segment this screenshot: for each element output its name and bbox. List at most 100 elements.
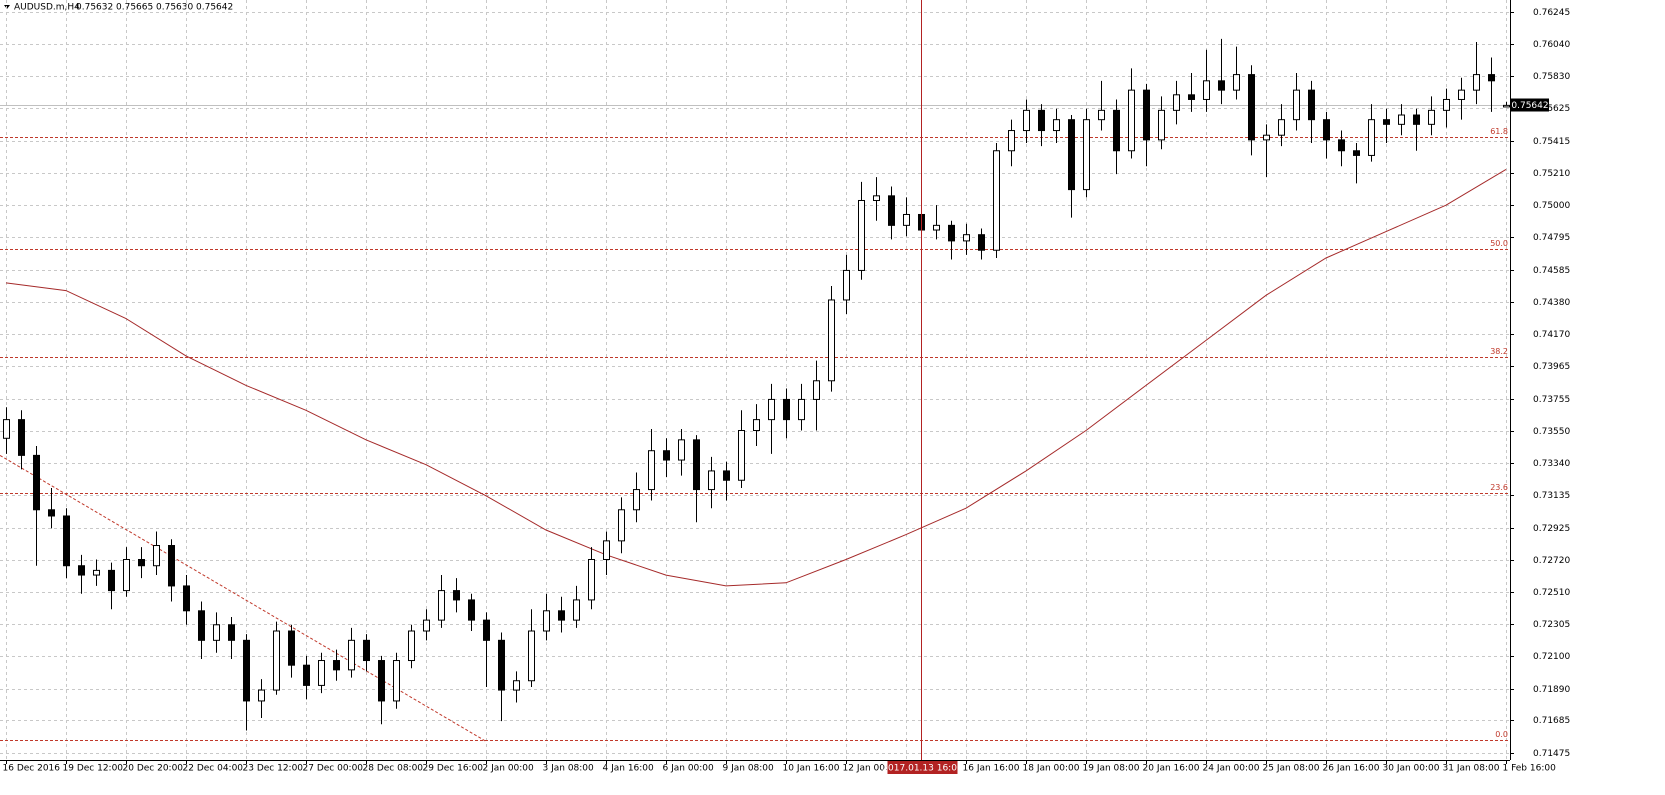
candle-body (888, 195, 895, 226)
candle-body (1443, 98, 1450, 111)
x-tick-label: 10 Jan 16:00 (783, 764, 840, 774)
candle-body (393, 660, 400, 702)
candle-body (123, 559, 130, 592)
candle-body (1473, 74, 1480, 91)
header-value: 0.75665 (116, 3, 153, 13)
candle-body (1038, 109, 1045, 132)
x-tick-label: 19 Jan 08:00 (1083, 764, 1140, 774)
candle-body (1383, 119, 1390, 125)
candle-body (1218, 80, 1225, 91)
candle-body (1323, 119, 1330, 141)
y-tick-label: 0.75210 (1533, 169, 1570, 179)
candle-body (1023, 109, 1030, 132)
candle-body (1203, 80, 1210, 100)
candle-body (1158, 109, 1165, 141)
candle-body (978, 234, 985, 251)
candle-body (1173, 94, 1180, 111)
header-value: 0.75630 (156, 3, 193, 13)
candle-body (1083, 119, 1090, 191)
candle-body (1263, 134, 1270, 141)
x-tick-label: 31 Jan 08:00 (1443, 764, 1500, 774)
fib-label: 38.2 (1490, 347, 1508, 356)
y-tick-label: 0.71475 (1533, 749, 1570, 759)
y-tick-label: 0.73135 (1533, 491, 1570, 501)
candle-body (1428, 109, 1435, 125)
y-tick-label: 0.75415 (1533, 137, 1570, 147)
candle-body (603, 540, 610, 561)
candle-body (543, 610, 550, 632)
candle-body (213, 624, 220, 641)
candle-body (108, 569, 115, 592)
last-price-label: 0.75642 (1511, 101, 1548, 111)
header-value: 0.75632 (76, 3, 113, 13)
x-tick-label: 1 Feb 16:00 (1503, 764, 1557, 774)
candle-body (243, 639, 250, 702)
candle-body (633, 489, 640, 511)
candle-body (453, 590, 460, 601)
y-tick-label: 0.74795 (1533, 233, 1570, 243)
y-tick-label: 0.76040 (1533, 40, 1570, 50)
x-tick-label: 27 Dec 00:00 (303, 764, 364, 774)
x-tick-label: 3 Jan 08:00 (543, 764, 595, 774)
candle-body (63, 515, 70, 567)
x-tick-label: 30 Jan 00:00 (1383, 764, 1440, 774)
candle-body (318, 660, 325, 686)
candle-body (798, 398, 805, 421)
candle-body (1368, 119, 1375, 156)
candle-body (468, 599, 475, 621)
x-tick-label: 2 Jan 00:00 (483, 764, 535, 774)
candle-body (753, 419, 760, 432)
symbol: AUDUSD.m,H4 (14, 3, 80, 13)
fib-label: 50.0 (1490, 239, 1508, 248)
candle-body (1143, 89, 1150, 141)
y-tick-label: 0.73755 (1533, 395, 1570, 405)
x-tick-label: 9 Jan 08:00 (723, 764, 775, 774)
candle-body (333, 660, 340, 671)
x-tick-label: 16 Jan 16:00 (963, 764, 1020, 774)
fib-label: 0.0 (1495, 730, 1508, 739)
candle-body (738, 430, 745, 481)
candle-body (558, 610, 565, 621)
candle-body (648, 450, 655, 491)
candle-body (438, 590, 445, 621)
last-price-box (1511, 98, 1549, 112)
y-tick-label: 0.73965 (1533, 362, 1570, 372)
candle-body (783, 398, 790, 421)
candle-body (1233, 74, 1240, 91)
candle-body (618, 509, 625, 542)
candle-body (933, 224, 940, 231)
candle-body (1053, 119, 1060, 132)
candle-body (693, 439, 700, 491)
candle-body (168, 545, 175, 587)
cursor-label-bg (887, 761, 958, 774)
moving-average (5, 168, 1507, 587)
y-tick-label: 0.71685 (1533, 716, 1570, 726)
candle-body (1278, 119, 1285, 136)
candle-body (1413, 114, 1420, 125)
candle-body (813, 380, 820, 400)
y-tick-label: 0.73340 (1533, 459, 1570, 469)
candle-body (903, 213, 910, 226)
candle-body (198, 610, 205, 641)
y-tick-label: 0.75830 (1533, 72, 1570, 82)
header-value: 0.75642 (196, 3, 233, 13)
candle-body (1098, 109, 1105, 121)
cursor-label: 2017.01.13 16:00 (882, 764, 963, 774)
candle-body (873, 195, 880, 201)
candle-body (483, 619, 490, 641)
y-tick-label: 0.74380 (1533, 298, 1570, 308)
candle-body (678, 439, 685, 461)
x-tick-label: 20 Dec 20:00 (123, 764, 184, 774)
y-tick-label: 0.72305 (1533, 620, 1570, 630)
candle-body (948, 224, 955, 242)
candle-body (498, 639, 505, 691)
y-tick-label: 0.73550 (1533, 427, 1570, 437)
fib-label: 23.6 (1490, 483, 1508, 492)
candle-body (1113, 109, 1120, 152)
y-tick-label: 0.75000 (1533, 201, 1570, 211)
candle-body (18, 419, 25, 456)
candle-body (723, 470, 730, 481)
x-tick-label: 16 Dec 2016 (3, 764, 61, 774)
candle-body (528, 630, 535, 682)
candle-body (408, 630, 415, 662)
